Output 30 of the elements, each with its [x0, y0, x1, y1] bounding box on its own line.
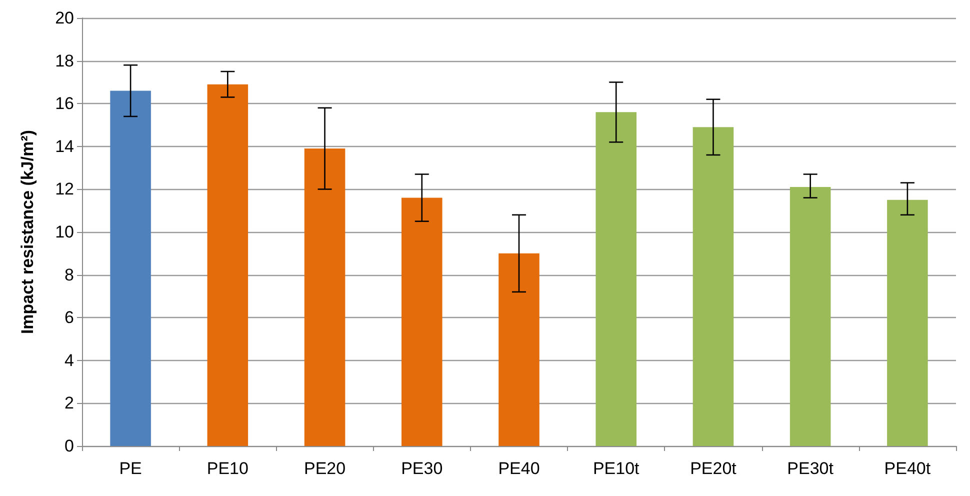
- y-tick-label: 10: [55, 222, 74, 242]
- bar: [596, 112, 637, 446]
- y-tick-label: 0: [64, 436, 74, 456]
- x-tick-label: PE30: [401, 459, 443, 478]
- y-axis-title: Impact resistance (kJ/m²): [18, 130, 37, 334]
- bar: [692, 127, 734, 446]
- y-tick-label: 6: [64, 308, 74, 328]
- bar: [887, 200, 928, 446]
- y-tick-label: 14: [55, 136, 74, 156]
- x-tick-label: PE10: [206, 459, 248, 478]
- y-tick-label: 4: [64, 350, 74, 370]
- bar: [304, 148, 346, 446]
- x-tick-label: PE20t: [690, 459, 737, 478]
- y-tick-label: 18: [55, 51, 74, 70]
- y-tick-label: 8: [64, 265, 74, 284]
- x-tick-label: PE20: [304, 459, 346, 478]
- bar: [207, 84, 248, 446]
- x-tick-label: PE30t: [787, 459, 834, 478]
- y-tick-label: 20: [55, 8, 74, 28]
- x-tick-label: PE: [119, 459, 142, 478]
- bar: [498, 253, 540, 446]
- bar: [401, 198, 442, 446]
- y-tick-label: 2: [64, 394, 74, 413]
- y-tick-label: 16: [55, 94, 74, 114]
- y-tick-label: 12: [55, 180, 74, 199]
- x-tick-label: PE40: [498, 459, 540, 478]
- x-tick-label: PE40t: [884, 459, 931, 478]
- bar: [790, 187, 831, 446]
- x-tick-label: PE10t: [592, 459, 640, 478]
- bar: [110, 90, 151, 446]
